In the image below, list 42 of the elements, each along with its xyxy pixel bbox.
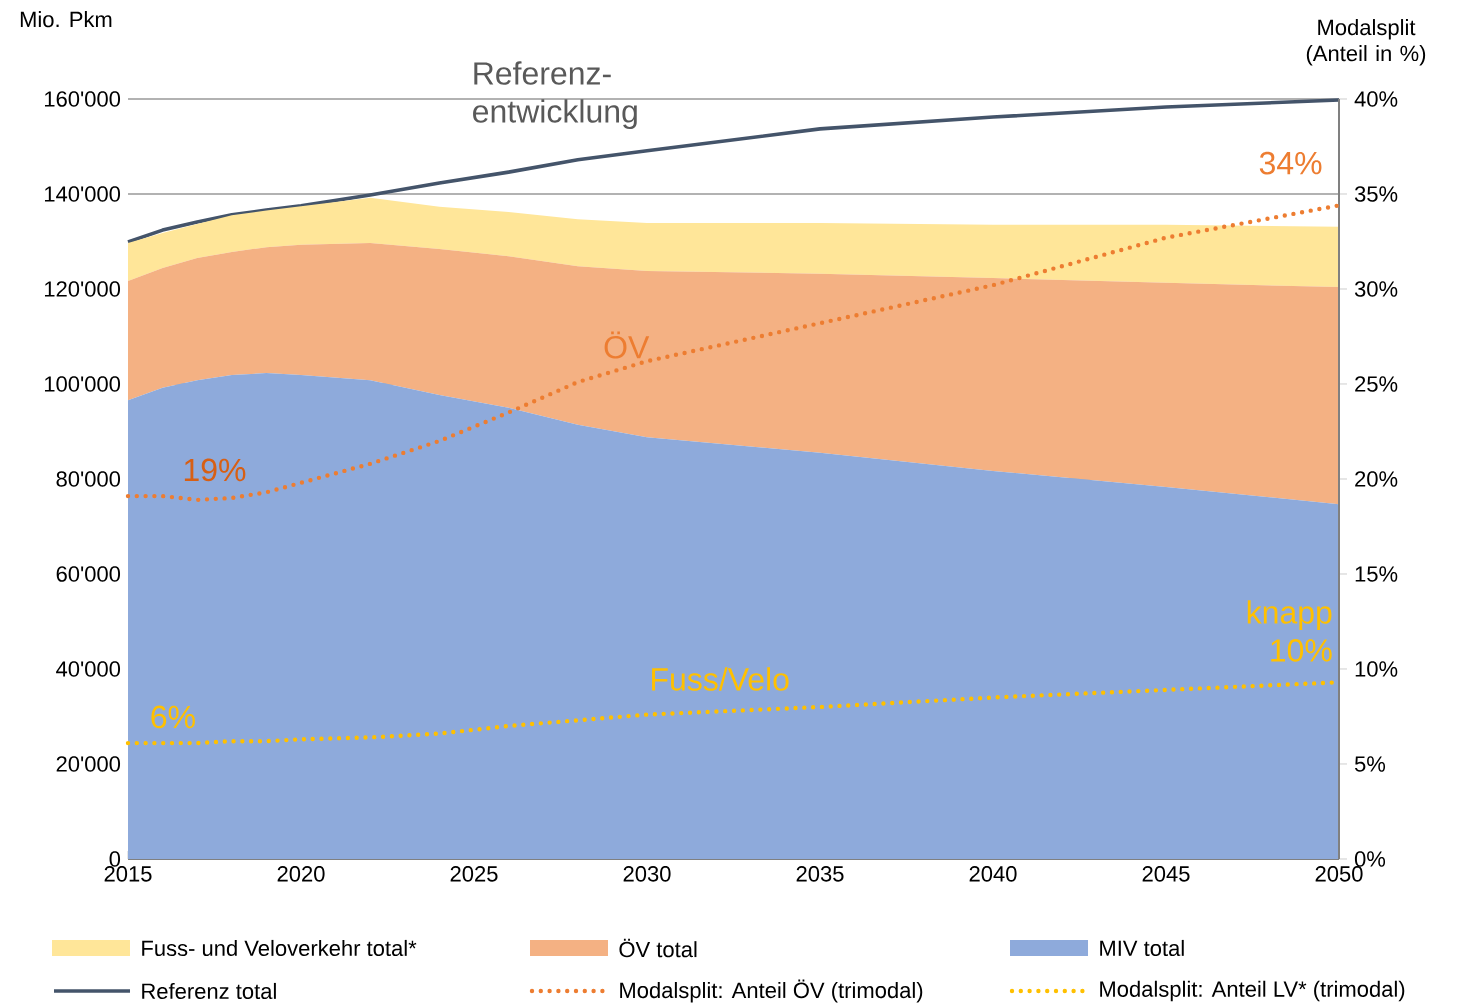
y-tick-label: 80'000 xyxy=(56,471,121,487)
y-tick-label: 20'000 xyxy=(56,756,121,772)
y-tick-label: 60'000 xyxy=(56,566,121,582)
y2-tick-label: 20% xyxy=(1355,471,1398,487)
annotation: 34% xyxy=(1259,151,1322,175)
x-tick-label: 2015 xyxy=(104,866,152,882)
legend-label: Fuss- und Veloverkehr total* xyxy=(142,939,417,957)
x-tick-label: 2025 xyxy=(450,866,498,882)
y-tick-label: 40'000 xyxy=(56,661,121,677)
legend-label: ÖV total xyxy=(619,938,697,958)
legend-label: Modalsplit: Anteil ÖV (trimodal) xyxy=(620,979,923,1003)
y2-tick-label: 35% xyxy=(1354,186,1398,202)
x-tick-label: 2030 xyxy=(623,866,671,882)
line-series xyxy=(126,98,1341,244)
y-axis-title: Mio. Pkm xyxy=(20,11,112,28)
annotation: 19% xyxy=(184,458,246,482)
y2-tick-label: 40% xyxy=(1354,91,1398,107)
annotation: Fuss/Velo xyxy=(652,667,789,691)
x-tick-label: 2040 xyxy=(969,866,1017,882)
y2-tick-label: 5% xyxy=(1354,756,1386,772)
y2-tick-label: 25% xyxy=(1355,376,1398,392)
y-tick-label: 100'000 xyxy=(44,376,121,392)
x-tick-label: 2020 xyxy=(277,866,325,882)
x-tick-label: 2045 xyxy=(1142,866,1190,882)
annotation: Referenz-entwicklung xyxy=(473,61,637,130)
y2-tick-label: 30% xyxy=(1354,281,1398,297)
y-tick-label: 0 xyxy=(109,851,121,867)
legend-label: Referenz total xyxy=(142,982,276,1000)
y2-tick-label: 10% xyxy=(1355,661,1398,677)
y2-tick-label: 15% xyxy=(1355,566,1398,582)
y-tick-label: 120'000 xyxy=(44,281,121,297)
legend-label: Modalsplit: Anteil LV* (trimodal) xyxy=(1100,980,1405,1002)
y-tick-label: 160'000 xyxy=(44,91,121,107)
legend-label: MIV total xyxy=(1100,939,1184,957)
y-tick-label: 140'000 xyxy=(44,186,121,202)
annotation: knapp 10% xyxy=(1247,600,1332,662)
annotation: ÖV xyxy=(604,331,650,359)
y2-tick-label: 0% xyxy=(1354,851,1386,867)
annotation: 6% xyxy=(151,705,195,729)
x-tick-label: 2035 xyxy=(796,866,844,882)
x-tick-label: 2050 xyxy=(1315,866,1363,882)
y2-axis-title: Modalsplit (Anteil in %) xyxy=(1306,19,1426,66)
